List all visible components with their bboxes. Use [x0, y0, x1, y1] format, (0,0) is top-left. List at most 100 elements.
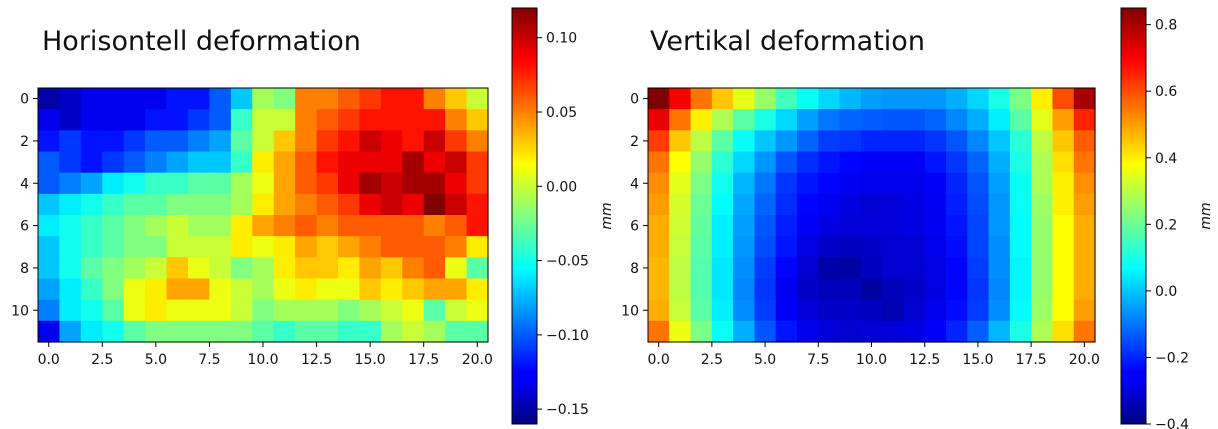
x-tick-label: 20.0 [1069, 352, 1100, 368]
heatmap-cell [445, 215, 468, 237]
heatmap-cell [123, 215, 146, 237]
heatmap-cell [733, 193, 756, 216]
heatmap-cell [1073, 215, 1096, 237]
heatmap-cell [903, 320, 926, 343]
heatmap-cell [445, 236, 468, 258]
heatmap-cell [273, 130, 296, 153]
heatmap-cell [1009, 151, 1032, 174]
heatmap-cell [1009, 299, 1032, 322]
heatmap-cell [775, 257, 798, 280]
heatmap-cell [839, 172, 862, 195]
heatmap-cell [903, 257, 926, 280]
heatmap-cell [316, 151, 339, 174]
heatmap-cell [839, 278, 862, 301]
heatmap-cell [797, 299, 819, 322]
heatmap-cell [818, 109, 841, 131]
heatmap-cell [316, 109, 339, 131]
heatmap-cell [445, 257, 468, 280]
heatmap-cell [466, 215, 489, 237]
heatmap-cell [359, 257, 382, 280]
heatmap-cell [380, 278, 403, 301]
colorbar-tick-label: −0.2 [1155, 350, 1189, 366]
heatmap-cell [818, 278, 841, 301]
heatmap-cell [988, 151, 1011, 174]
heatmap-cell [924, 88, 947, 110]
heatmap-cell [59, 257, 82, 280]
heatmap-cell [818, 236, 841, 258]
heatmap-cell [123, 109, 146, 131]
heatmap-cell [338, 257, 361, 280]
heatmap-cell [316, 88, 339, 110]
heatmap-cell [711, 278, 734, 301]
heatmap-cell [797, 215, 819, 237]
heatmap-cell [295, 215, 318, 237]
heatmap-cell [818, 151, 841, 174]
heatmap-cell [903, 151, 926, 174]
heatmap-cell [669, 215, 692, 237]
heatmap-cell [209, 278, 232, 301]
heatmap-cell [209, 236, 232, 258]
heatmap-cell [882, 88, 905, 110]
heatmap-cell [690, 320, 713, 343]
heatmap-cell [648, 299, 670, 322]
heatmap-cell [59, 320, 82, 343]
x-ticks-vertical: 0.0 2.5 5.0 7.5 10.0 12.5 15.0 17.5 20.0 [648, 342, 1100, 368]
heatmap-cell [839, 320, 862, 343]
heatmap-cell [59, 88, 82, 110]
x-tick-label: 17.5 [1016, 352, 1047, 368]
heatmap-cell [123, 320, 146, 343]
heatmap-cell [690, 88, 713, 110]
heatmap-cell [359, 109, 382, 131]
chart-title-vertical: Vertikal deformation [650, 26, 925, 57]
y-tick-label: 10 [621, 303, 639, 319]
heatmap-cell [775, 278, 798, 301]
heatmap-cell [733, 130, 756, 153]
heatmap-cell [924, 172, 947, 195]
colorbar-vertical [1120, 7, 1147, 425]
heatmap-cell [423, 278, 446, 301]
heatmap-cell [380, 236, 403, 258]
heatmap-cell [359, 130, 382, 153]
heatmap-cell [273, 215, 296, 237]
heatmap-cell [166, 109, 189, 131]
heatmap-cell [230, 320, 253, 343]
heatmap-cell [295, 193, 318, 216]
heatmap-cell [230, 130, 253, 153]
heatmap-cell [59, 193, 82, 216]
heatmap-cell [59, 172, 82, 195]
heatmap-cell [903, 193, 926, 216]
heatmap-cell [754, 151, 777, 174]
heatmap-cell [38, 299, 61, 322]
heatmap-cell [402, 257, 425, 280]
heatmap-cell [669, 278, 692, 301]
heatmap-cell [839, 215, 862, 237]
heatmap-cell [946, 278, 968, 301]
heatmap-cell [252, 320, 275, 343]
heatmap-cell [445, 299, 468, 322]
heatmap-cell [359, 193, 382, 216]
heatmap-cell [380, 257, 403, 280]
heatmap-cell [1031, 193, 1054, 216]
heatmap-cell [775, 109, 798, 131]
heatmap-cell [188, 88, 211, 110]
heatmap-cell [860, 278, 883, 301]
heatmap-cell [733, 172, 756, 195]
heatmap-cell [402, 172, 425, 195]
heatmap-cell [946, 151, 968, 174]
colorbar-tick-label: 0.6 [1155, 84, 1177, 100]
heatmap-cell [1009, 320, 1032, 343]
heatmap-cell [338, 299, 361, 322]
y-ticks-vertical: 0 2 4 6 8 10 [621, 92, 648, 319]
heatmap-cell [946, 320, 968, 343]
heatmap-cell [860, 193, 883, 216]
heatmap-cell [380, 151, 403, 174]
heatmap-cell [295, 257, 318, 280]
heatmap-cell [230, 257, 253, 280]
heatmap-cell [102, 109, 125, 131]
heatmap-cell [903, 236, 926, 258]
heatmap-cell [648, 320, 670, 343]
heatmap-cell [946, 299, 968, 322]
heatmap-cell [669, 236, 692, 258]
heatmap-cell [230, 299, 253, 322]
y-tick-label: 6 [20, 219, 29, 235]
